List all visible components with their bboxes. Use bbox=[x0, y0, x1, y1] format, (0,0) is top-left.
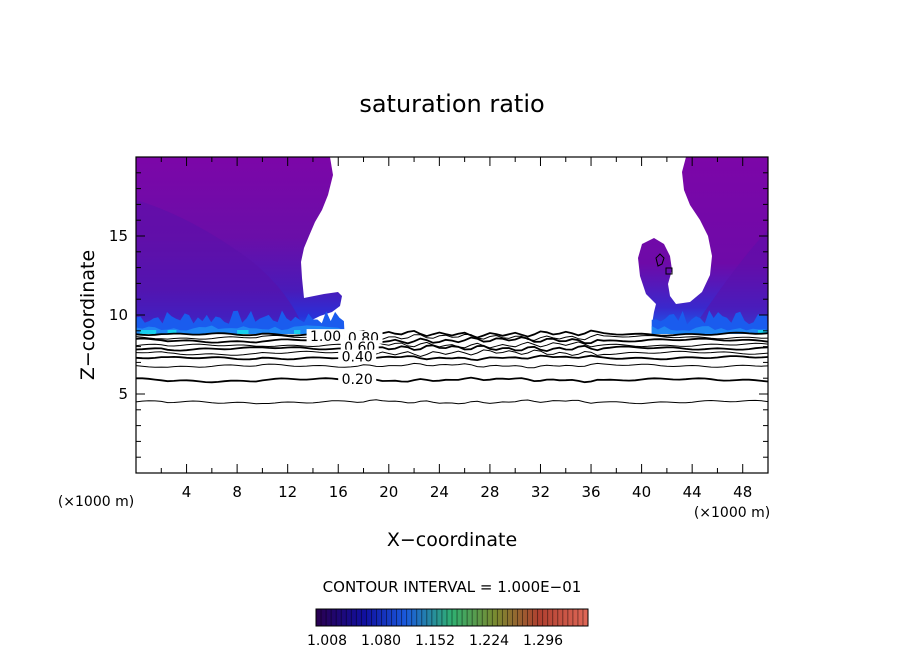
cloud-base-inner bbox=[136, 325, 345, 334]
contour-label-bg bbox=[338, 349, 377, 363]
y-tick-label: 10 bbox=[109, 306, 128, 324]
colorbar-tick-labels: 1.008 1.080 1.152 1.224 1.296 bbox=[307, 633, 563, 649]
cloud-highlight bbox=[294, 330, 301, 335]
cloud-left-band bbox=[136, 200, 300, 334]
x-tick-label: 44 bbox=[683, 483, 702, 501]
x-tick-label: 8 bbox=[232, 483, 242, 501]
contour-labels: 1.00 0.800.600.400.20 bbox=[306, 329, 383, 388]
x-axis-label: X−coordinate bbox=[387, 529, 517, 551]
y-tick-label: 15 bbox=[109, 227, 128, 245]
y-tick-labels: 5 10 15 bbox=[109, 227, 128, 403]
x-tick-label: 24 bbox=[430, 483, 449, 501]
colorbar-tick-label: 1.296 bbox=[523, 633, 563, 649]
colorbar-tick-label: 1.008 bbox=[307, 633, 347, 649]
colorbar-stripes bbox=[315, 609, 589, 626]
x-unit-left: (×1000 m) bbox=[58, 494, 134, 510]
contour-line bbox=[136, 376, 768, 384]
contour-label: 0.40 bbox=[342, 350, 373, 366]
contour-interval-label: CONTOUR INTERVAL = 1.000E−01 bbox=[323, 578, 582, 596]
contour-label-bg bbox=[338, 371, 377, 385]
x-unit-right: (×1000 m) bbox=[694, 505, 770, 521]
x-tick-label: 12 bbox=[278, 483, 297, 501]
x-tick-label: 16 bbox=[329, 483, 348, 501]
y-axis-label: Z−coordinate bbox=[77, 250, 99, 380]
x-tick-label: 40 bbox=[632, 483, 651, 501]
contour-label: 0.20 bbox=[342, 372, 373, 388]
x-tick-label: 28 bbox=[480, 483, 499, 501]
x-tick-label: 36 bbox=[581, 483, 600, 501]
small-contour-a bbox=[655, 253, 665, 267]
small-contour-b bbox=[665, 267, 673, 275]
contour-line bbox=[136, 344, 768, 353]
cloud-highlight bbox=[139, 330, 157, 335]
cloud-highlight bbox=[757, 330, 767, 335]
x-tick-labels: 4 8 12 16 20 24 28 32 36 40 44 48 bbox=[182, 483, 752, 501]
chart-title: saturation ratio bbox=[359, 90, 544, 118]
contour-label-bg bbox=[306, 329, 345, 343]
cloud-base-band bbox=[651, 310, 768, 334]
contour-line bbox=[136, 399, 768, 405]
x-tick-label: 32 bbox=[531, 483, 550, 501]
contour-line bbox=[136, 354, 768, 362]
colorbar-tick-label: 1.152 bbox=[415, 633, 455, 649]
contour-label: 1.00 bbox=[310, 329, 341, 345]
colorbar-tick-label: 1.224 bbox=[469, 633, 509, 649]
contour-line bbox=[136, 362, 768, 369]
x-tick-label: 4 bbox=[182, 483, 192, 501]
y-tick-label: 5 bbox=[118, 385, 128, 403]
contour-lines bbox=[136, 329, 768, 405]
contour-line bbox=[136, 329, 768, 339]
cloud-highlight bbox=[237, 330, 249, 335]
colorbar-tick-label: 1.080 bbox=[361, 633, 401, 649]
cloud-highlight bbox=[167, 330, 177, 335]
x-tick-label: 20 bbox=[379, 483, 398, 501]
contour-line bbox=[136, 341, 768, 349]
x-tick-label: 48 bbox=[733, 483, 752, 501]
contour-line bbox=[136, 333, 768, 342]
contour-line bbox=[136, 336, 768, 345]
contour-line bbox=[136, 349, 768, 358]
plot-area: 1.00 0.800.600.400.20 bbox=[135, 156, 769, 474]
axis-ticks bbox=[136, 156, 769, 473]
cloud-right-band bbox=[700, 230, 768, 334]
colorbar: 1.008 1.080 1.152 1.224 1.296 bbox=[307, 608, 589, 649]
